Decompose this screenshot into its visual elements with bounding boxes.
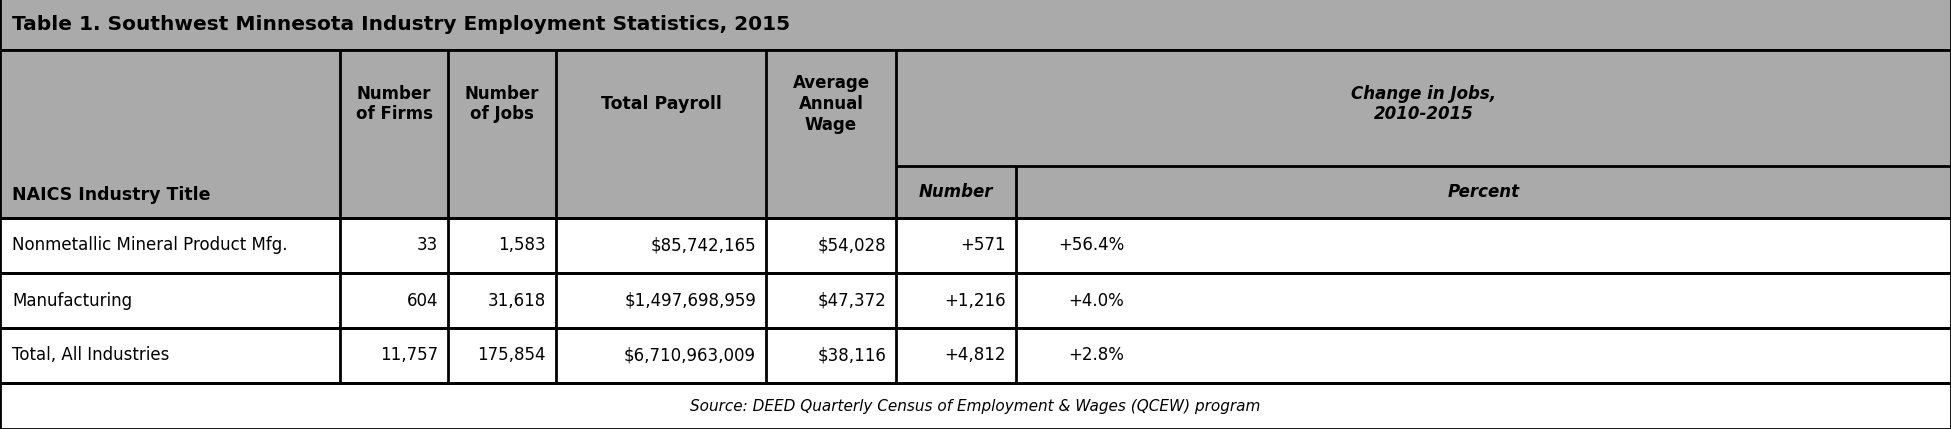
Text: NAICS Industry Title: NAICS Industry Title xyxy=(12,186,211,204)
Text: $6,710,963,009: $6,710,963,009 xyxy=(624,347,755,365)
Text: 31,618: 31,618 xyxy=(488,291,546,309)
Text: +571: +571 xyxy=(960,236,1007,254)
Text: +4.0%: +4.0% xyxy=(1069,291,1124,309)
Text: Table 1. Southwest Minnesota Industry Employment Statistics, 2015: Table 1. Southwest Minnesota Industry Em… xyxy=(12,15,790,33)
Bar xyxy=(0,218,1951,273)
Text: 175,854: 175,854 xyxy=(478,347,546,365)
Text: $1,497,698,959: $1,497,698,959 xyxy=(624,291,755,309)
Text: +1,216: +1,216 xyxy=(944,291,1007,309)
Text: Total, All Industries: Total, All Industries xyxy=(12,347,170,365)
Text: $54,028: $54,028 xyxy=(817,236,886,254)
Text: +2.8%: +2.8% xyxy=(1067,347,1124,365)
Text: 1,583: 1,583 xyxy=(498,236,546,254)
Text: Source: DEED Quarterly Census of Employment & Wages (QCEW) program: Source: DEED Quarterly Census of Employm… xyxy=(691,399,1260,414)
Text: Manufacturing: Manufacturing xyxy=(12,291,133,309)
Text: Change in Jobs,
2010-2015: Change in Jobs, 2010-2015 xyxy=(1350,85,1496,124)
Text: +4,812: +4,812 xyxy=(944,347,1007,365)
Text: 11,757: 11,757 xyxy=(380,347,439,365)
Text: Number
of Firms: Number of Firms xyxy=(355,85,433,124)
Bar xyxy=(0,328,1951,383)
Text: +56.4%: +56.4% xyxy=(1057,236,1124,254)
Bar xyxy=(0,50,1951,218)
Text: 33: 33 xyxy=(418,236,439,254)
Text: Total Payroll: Total Payroll xyxy=(601,95,722,113)
Text: 604: 604 xyxy=(406,291,439,309)
Text: $38,116: $38,116 xyxy=(817,347,886,365)
Bar xyxy=(0,0,1951,50)
Text: $85,742,165: $85,742,165 xyxy=(650,236,755,254)
Text: Percent: Percent xyxy=(1448,183,1520,201)
Text: Nonmetallic Mineral Product Mfg.: Nonmetallic Mineral Product Mfg. xyxy=(12,236,287,254)
Text: Average
Annual
Wage: Average Annual Wage xyxy=(792,74,870,134)
Text: $47,372: $47,372 xyxy=(817,291,886,309)
Text: Number
of Jobs: Number of Jobs xyxy=(464,85,538,124)
Bar xyxy=(0,273,1951,328)
Bar xyxy=(0,383,1951,429)
Text: Number: Number xyxy=(919,183,993,201)
